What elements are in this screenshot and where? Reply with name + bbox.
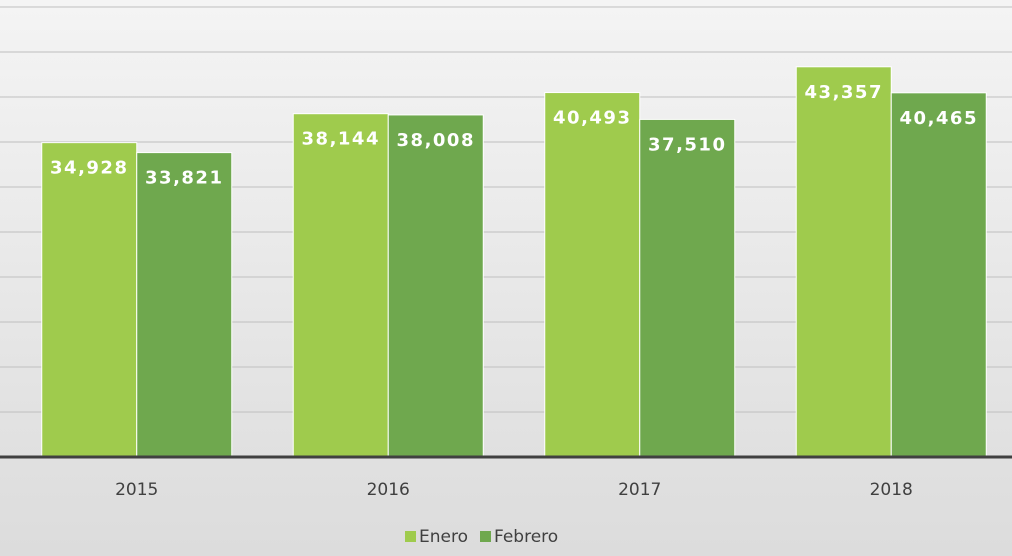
data-label: 34,928 — [50, 158, 128, 179]
bar — [544, 92, 641, 458]
legend-swatch — [405, 531, 416, 542]
x-tick-label: 2016 — [367, 480, 410, 500]
data-label: 37,510 — [648, 134, 726, 155]
x-tick-label: 2018 — [870, 480, 913, 500]
legend-label: Enero — [419, 527, 468, 547]
data-label: 38,144 — [302, 129, 380, 150]
bar — [639, 118, 736, 458]
bar — [387, 114, 484, 458]
data-label: 43,357 — [805, 82, 883, 103]
data-label: 40,493 — [553, 108, 631, 129]
bar — [136, 152, 233, 458]
data-label: 40,465 — [900, 108, 978, 129]
bar — [41, 142, 138, 458]
data-label: 38,008 — [397, 130, 475, 151]
x-tick-label: 2015 — [115, 480, 158, 500]
legend-label: Febrero — [494, 527, 558, 547]
legend-swatch — [480, 531, 491, 542]
x-tick-label: 2017 — [618, 480, 661, 500]
bar — [292, 113, 389, 458]
data-label: 33,821 — [145, 168, 223, 189]
bar — [795, 66, 892, 458]
bar — [890, 92, 987, 458]
